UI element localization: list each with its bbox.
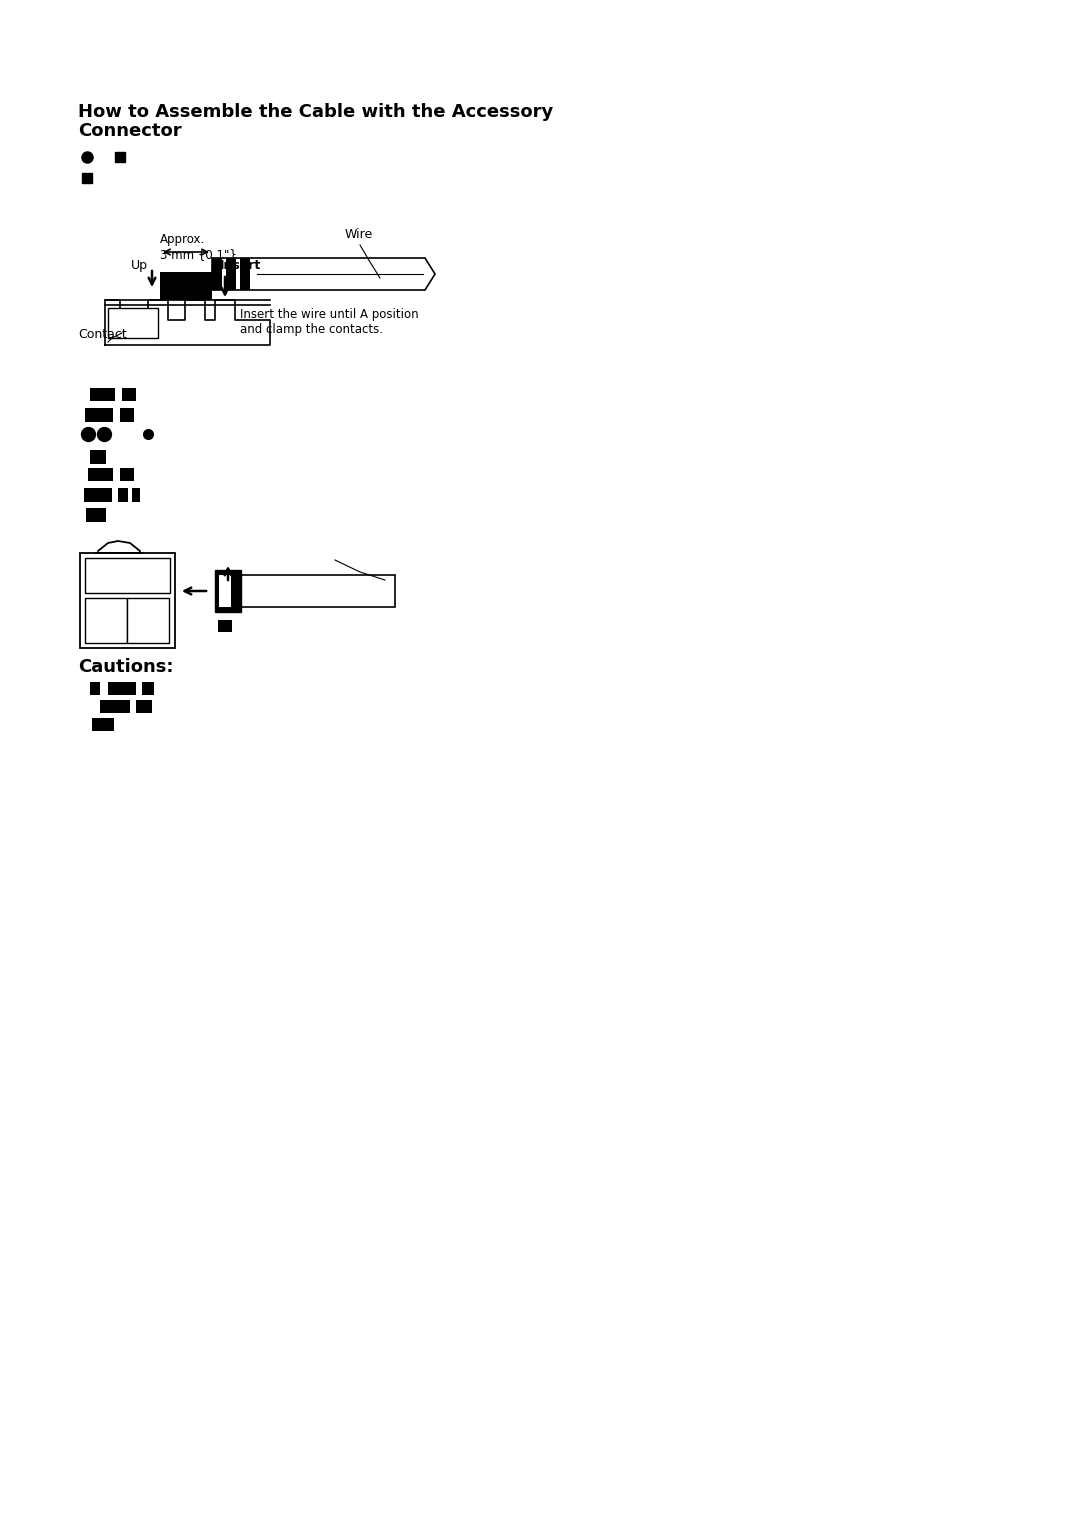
Text: Wire: Wire [345, 228, 374, 241]
Bar [85, 408, 113, 422]
Bar [132, 487, 140, 503]
Bar [108, 309, 158, 338]
Bar [218, 620, 232, 633]
Bar [136, 700, 152, 714]
Bar [108, 681, 136, 695]
Bar [85, 597, 127, 643]
Bar [118, 487, 129, 503]
Bar [90, 451, 106, 465]
Bar [80, 553, 175, 648]
Bar [160, 272, 212, 299]
Bar [226, 258, 237, 290]
Polygon shape [105, 299, 270, 345]
Bar [86, 507, 106, 523]
Bar [84, 487, 112, 503]
Text: Approx.
3 mm {0.1"}: Approx. 3 mm {0.1"} [160, 232, 237, 261]
Bar [100, 700, 130, 714]
Bar [90, 681, 100, 695]
Text: How to Assemble the Cable with the Accessory: How to Assemble the Cable with the Acces… [78, 102, 553, 121]
Bar [120, 468, 134, 481]
Bar [219, 575, 231, 607]
Bar [85, 558, 170, 593]
Bar [240, 258, 249, 290]
Bar [215, 570, 241, 613]
Text: Insert the wire until A position
and clamp the contacts.: Insert the wire until A position and cla… [240, 309, 419, 336]
Bar [120, 408, 134, 422]
Text: Cautions:: Cautions: [78, 659, 174, 675]
Text: Insert: Insert [220, 260, 261, 272]
Bar [127, 597, 168, 643]
Text: Up: Up [131, 260, 148, 272]
Polygon shape [212, 258, 435, 290]
Text: Connector: Connector [78, 122, 181, 141]
Bar [212, 258, 222, 290]
Bar [141, 681, 154, 695]
Text: Contact: Contact [78, 329, 126, 341]
Bar [237, 575, 395, 607]
Bar [90, 388, 114, 400]
Bar [122, 388, 136, 400]
Bar [92, 718, 114, 730]
Bar [87, 468, 113, 481]
